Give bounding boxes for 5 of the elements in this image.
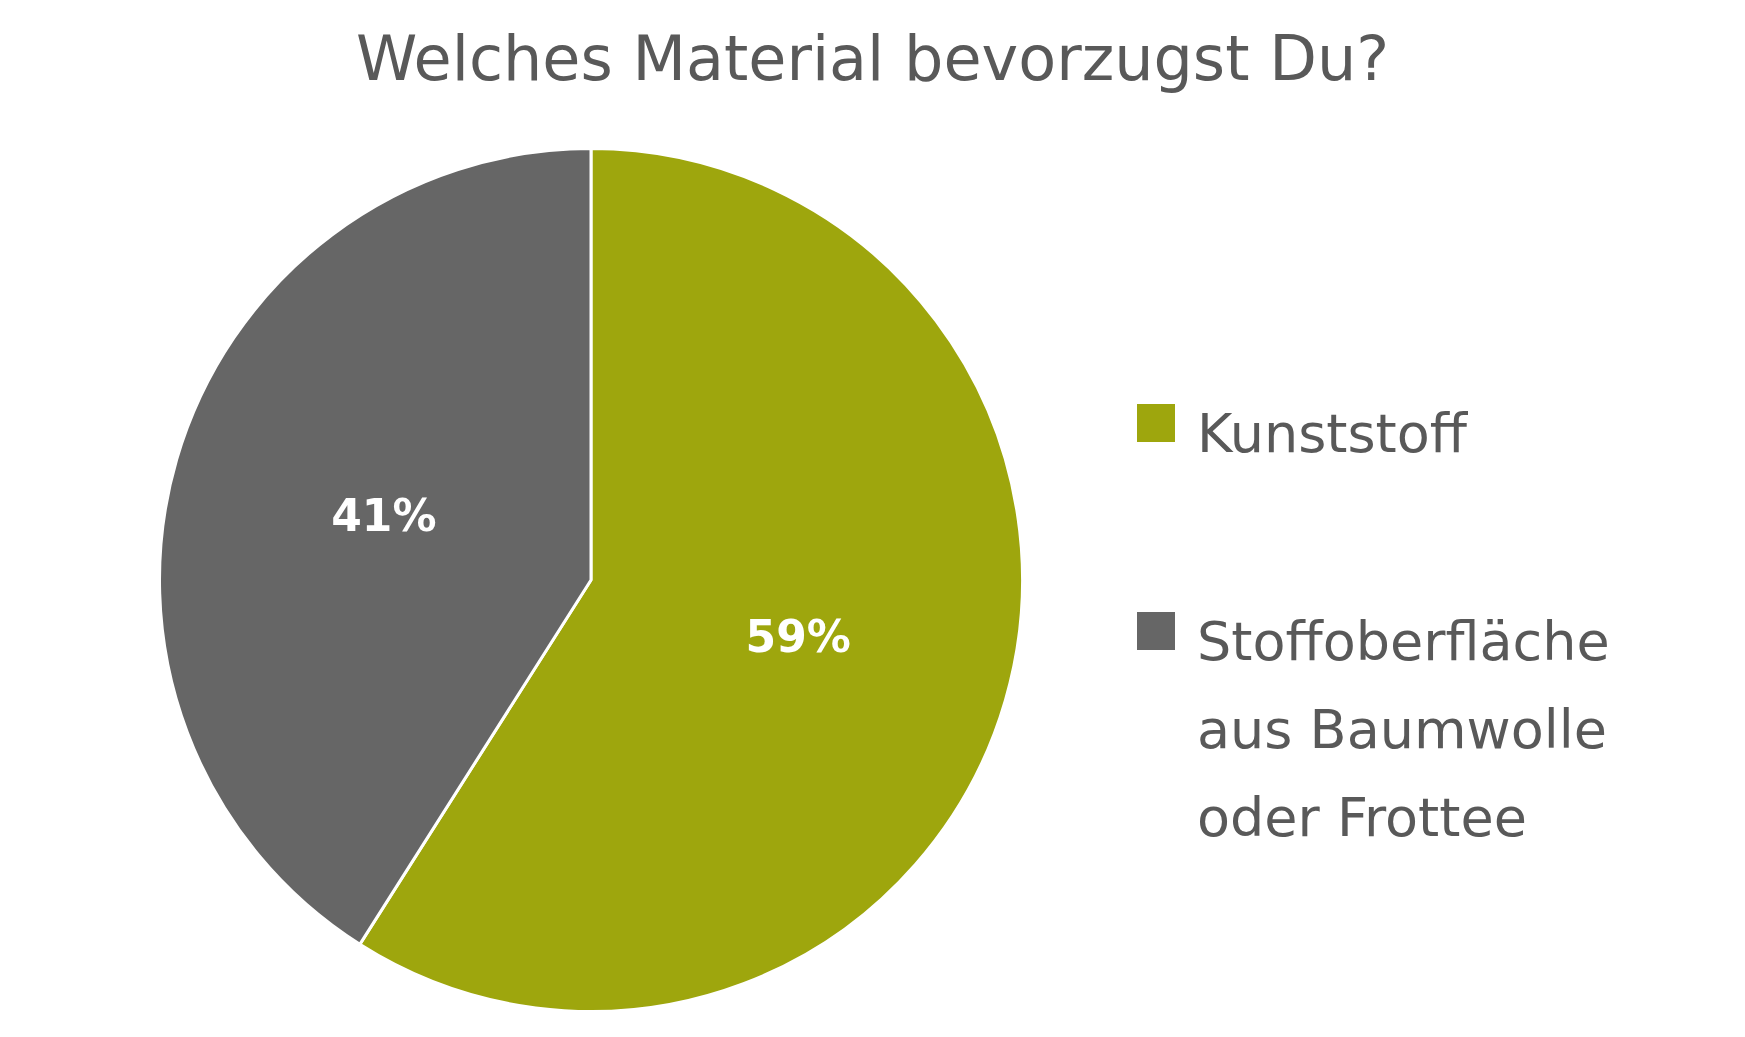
data-label: 41% [331,490,437,542]
legend-label: Stoffoberfläche aus Baumwolle oder Frottee [1197,609,1611,851]
legend-label: Kunststoff [1197,401,1468,467]
chart-title: Welches Material bevorzugst Du? [354,22,1391,95]
data-label: 59% [745,610,851,662]
